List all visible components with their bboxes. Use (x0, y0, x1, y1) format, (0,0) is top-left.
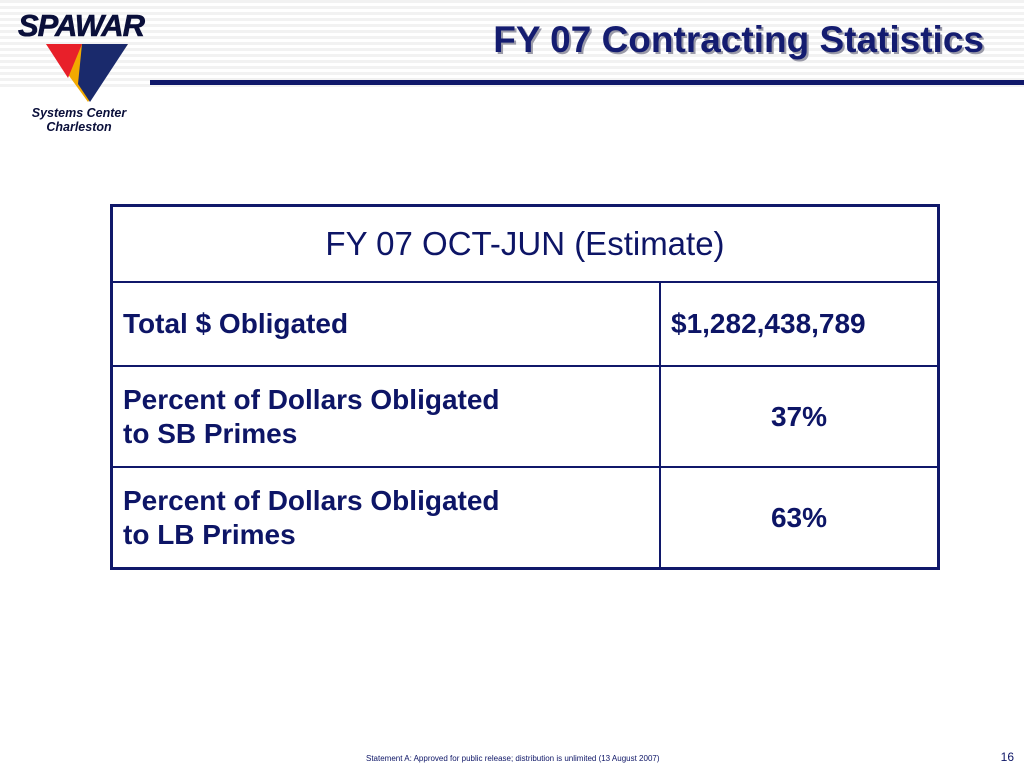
page-number: 16 (1000, 750, 1014, 764)
row-value: $1,282,438,789 (659, 281, 940, 367)
row-label-line2: to LB Primes (123, 518, 296, 550)
row-value: 63% (659, 466, 940, 570)
row-label-line1: Total $ Obligated (123, 308, 349, 339)
row-label-line1: Percent of Dollars Obligated (123, 383, 500, 415)
row-label: Total $ Obligated (110, 281, 661, 367)
page-title: FY 07 Contracting Statistics (493, 19, 984, 60)
row-value: 37% (659, 365, 940, 468)
table-heading: FY 07 OCT-JUN (Estimate) (110, 204, 940, 283)
table-header-row: FY 07 OCT-JUN (Estimate) (110, 204, 940, 283)
logo-subtitle-line1: Systems Center (31, 106, 127, 120)
row-label: Percent of Dollars Obligated to LB Prime… (110, 466, 661, 570)
spawar-emblem-icon (46, 44, 128, 102)
table-row: Total $ Obligated $1,282,438,789 (110, 281, 940, 367)
release-statement: Statement A: Approved for public release… (366, 754, 660, 763)
table-row: Percent of Dollars Obligated to LB Prime… (110, 466, 940, 570)
table-row: Percent of Dollars Obligated to SB Prime… (110, 365, 940, 468)
logo-wordmark: SPAWAR (18, 8, 146, 44)
row-label: Percent of Dollars Obligated to SB Prime… (110, 365, 661, 468)
spawar-logo: SPAWAR Systems Center Charleston (10, 6, 160, 138)
row-label-line1: Percent of Dollars Obligated (123, 484, 500, 516)
header-rule (150, 80, 1024, 85)
statistics-table: FY 07 OCT-JUN (Estimate) Total $ Obligat… (110, 204, 940, 570)
header-band (0, 0, 1024, 90)
row-label-line2: to SB Primes (123, 417, 298, 449)
logo-subtitle-line2: Charleston (46, 120, 112, 134)
